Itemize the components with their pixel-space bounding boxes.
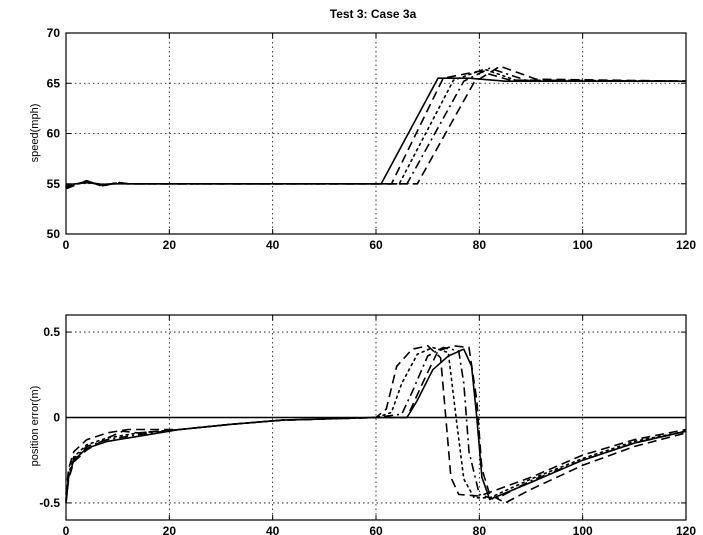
y-axis-label: position error(m) xyxy=(29,386,41,467)
x-tick-label: 60 xyxy=(369,238,383,252)
y-tick-label: 70 xyxy=(47,26,61,40)
x-tick-label: 80 xyxy=(473,238,487,252)
x-tick-label: 100 xyxy=(573,524,593,535)
series-line-5 xyxy=(65,65,687,190)
y-tick-label: 0 xyxy=(53,411,60,425)
x-tick-label: 100 xyxy=(573,238,593,252)
y-tick-label: 65 xyxy=(47,76,61,90)
y-tick-label: -0.5 xyxy=(39,496,60,510)
series-line-4 xyxy=(65,346,687,502)
position-error-plot: position error(m) 0 20 40 60 80 100 120 -0.5 0 0.… xyxy=(29,314,696,535)
series-line-1 xyxy=(65,348,687,503)
y-tick-label: 50 xyxy=(47,227,61,241)
x-tick-label: 40 xyxy=(266,238,280,252)
speed-plot: speed(mph) 0 20 40 60 80 100 120 50 55 60 65 70 xyxy=(29,26,696,252)
y-tick-label: 60 xyxy=(47,127,61,141)
y-tick-label: 0.5 xyxy=(43,325,60,339)
x-tick-label: 120 xyxy=(676,524,696,535)
y-tick-label: 55 xyxy=(47,177,61,191)
x-tick-label: 0 xyxy=(63,238,70,252)
x-tick-label: 20 xyxy=(163,238,177,252)
chart-title: Test 3: Case 3a xyxy=(330,7,417,21)
x-tick-label: 120 xyxy=(676,238,696,252)
x-tick-label: 80 xyxy=(473,524,487,535)
y-axis-label: speed(mph) xyxy=(29,104,41,163)
series-line-2 xyxy=(65,344,687,497)
x-tick-label: 20 xyxy=(163,524,177,535)
x-tick-label: 40 xyxy=(266,524,280,535)
x-tick-label: 60 xyxy=(369,524,383,535)
series-line-5 xyxy=(65,344,687,504)
x-tick-label: 0 xyxy=(63,524,70,535)
